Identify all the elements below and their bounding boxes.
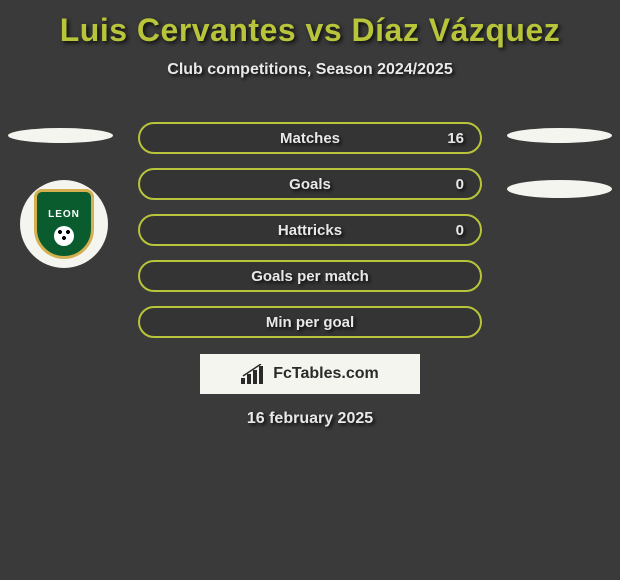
subtitle: Club competitions, Season 2024/2025 xyxy=(0,61,620,79)
stat-label: Hattricks xyxy=(278,222,342,239)
left-team-logo: LEON xyxy=(20,180,108,268)
stat-row-goals-per-match: Goals per match xyxy=(138,260,482,292)
stat-label: Goals per match xyxy=(251,268,369,285)
stat-row-matches: Matches 16 xyxy=(138,122,482,154)
date-text: 16 february 2025 xyxy=(0,410,620,428)
stat-row-hattricks: Hattricks 0 xyxy=(138,214,482,246)
stat-label: Min per goal xyxy=(266,314,354,331)
stat-value-right: 16 xyxy=(447,130,464,147)
team-badge-text: LEON xyxy=(48,209,80,220)
right-team-logo-placeholder xyxy=(507,180,612,198)
attribution-text: FcTables.com xyxy=(273,365,379,383)
soccer-ball-icon xyxy=(54,226,74,246)
stat-label: Goals xyxy=(289,176,331,193)
left-player-avatar-placeholder xyxy=(8,128,113,143)
stat-value-right: 0 xyxy=(456,176,464,193)
bar-chart-icon xyxy=(241,364,265,384)
stat-row-goals: Goals 0 xyxy=(138,168,482,200)
stats-container: Matches 16 Goals 0 Hattricks 0 Goals per… xyxy=(138,122,482,352)
right-player-avatar-placeholder xyxy=(507,128,612,143)
attribution-badge: FcTables.com xyxy=(200,354,420,394)
team-badge: LEON xyxy=(34,189,94,259)
stat-value-right: 0 xyxy=(456,222,464,239)
stat-label: Matches xyxy=(280,130,340,147)
stat-row-min-per-goal: Min per goal xyxy=(138,306,482,338)
page-title: Luis Cervantes vs Díaz Vázquez xyxy=(0,0,620,49)
